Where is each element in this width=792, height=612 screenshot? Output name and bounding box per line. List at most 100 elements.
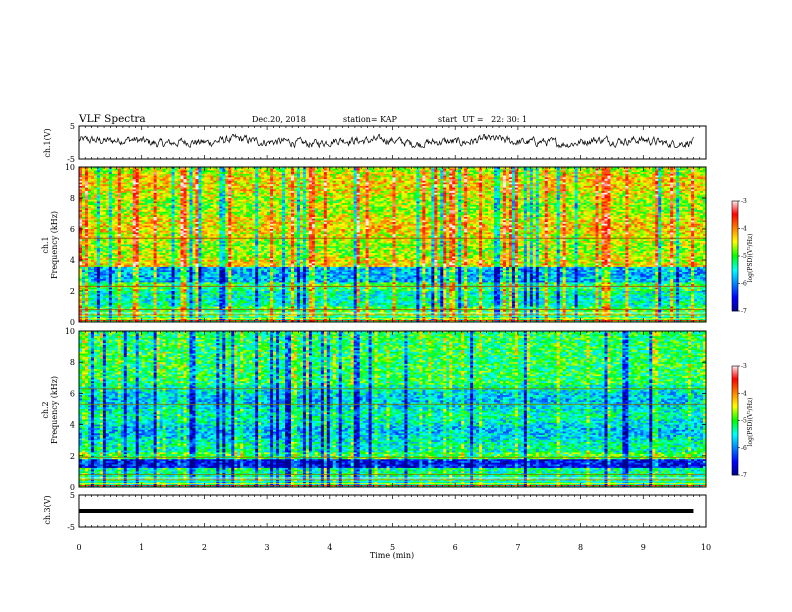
spectrogram-cell (470, 198, 474, 201)
spectrogram-cell (440, 168, 444, 171)
spectrogram-cell (697, 167, 701, 170)
spectrogram-cell (314, 167, 319, 170)
spectrogram-cell (285, 192, 289, 195)
spectrogram-cell (538, 177, 543, 180)
spectrogram-cell (419, 187, 423, 190)
spectrogram-cell (156, 187, 160, 190)
spectrogram-cell (198, 204, 202, 207)
spectrogram-cell (186, 198, 190, 201)
spectrogram-cell (329, 189, 334, 192)
spectrogram-cell (643, 173, 647, 176)
spectrogram-cell (317, 191, 322, 194)
spectrogram-cell (625, 173, 629, 176)
spectrogram-cell (634, 177, 638, 180)
spectrogram-cell (174, 180, 178, 183)
spectrogram-cell (691, 172, 695, 175)
spectrogram-cell (676, 201, 680, 204)
spectrogram-cell (171, 189, 175, 192)
spectrogram-cell (87, 192, 92, 195)
spectrogram-cell (637, 192, 641, 195)
spectrogram-cell (189, 189, 193, 192)
spectrogram-cell (682, 184, 686, 187)
spectrogram-cell (505, 199, 510, 202)
spectrogram-cell (511, 170, 516, 173)
spectrogram-cell (661, 203, 665, 206)
spectrogram-cell (305, 191, 310, 194)
spectrogram-cell (290, 191, 295, 194)
spectrogram-cell (640, 168, 644, 171)
spectrogram-cell (192, 204, 196, 207)
spectrogram-cell (428, 196, 432, 199)
spectrogram-cell (234, 198, 238, 201)
spectrogram-cell (640, 196, 644, 199)
spectrogram-cell (607, 191, 611, 194)
spectrogram-cell (374, 187, 378, 190)
spectrogram-cell (216, 203, 220, 206)
spectrogram-cell (625, 191, 629, 194)
spectrogram-cell (279, 196, 283, 199)
spectrogram-cell (520, 189, 525, 192)
spectrogram-cell (619, 173, 623, 176)
spectrogram-cell (637, 185, 641, 188)
spectrogram-cell (96, 182, 101, 185)
spectrogram-cell (395, 182, 399, 185)
spectrogram-cell (144, 187, 148, 190)
spectrogram-cell (398, 194, 402, 197)
spectrogram-cell (467, 189, 471, 192)
spectrogram-cell (332, 199, 337, 202)
spectrogram-cell (302, 172, 307, 175)
spectrogram-cell (102, 177, 107, 180)
spectrogram-cell (299, 182, 304, 185)
spectrogram-cell (556, 177, 560, 180)
spectrogram-cell (308, 185, 313, 188)
spectrogram-cell (652, 182, 656, 185)
spectrogram-cell (102, 184, 107, 187)
spectrogram-cell (476, 184, 480, 187)
spectrogram-cell (401, 182, 405, 185)
spectrogram-cell (120, 173, 125, 176)
spectrogram-cell (183, 173, 187, 176)
spectrogram-cell (473, 204, 477, 207)
spectrogram-cell (502, 203, 507, 206)
spectrogram-cell (332, 204, 337, 207)
spectrogram-cell (413, 191, 417, 194)
spectrogram-cell (667, 199, 671, 202)
spectrogram-cell (673, 182, 677, 185)
spectrogram-cell (228, 172, 232, 175)
spectrogram-cell (386, 179, 390, 182)
spectrogram-cell (640, 177, 644, 180)
spectrogram-cell (267, 168, 271, 171)
spectrogram-cell (628, 167, 632, 170)
spectrogram-cell (544, 184, 549, 187)
spectrogram-cell (225, 201, 229, 204)
spectrogram-cell (637, 168, 641, 171)
spectrogram-cell (508, 204, 513, 207)
spectrogram-cell (464, 187, 468, 190)
spectrogram-cell (544, 203, 549, 206)
spectrogram-cell (526, 179, 531, 182)
spectrogram-cell (153, 199, 157, 202)
spectrogram-cell (580, 179, 584, 182)
spectrogram-cell (81, 189, 86, 192)
spectrogram-cell (443, 194, 447, 197)
spectrogram-cell (565, 189, 569, 192)
spectrogram-cell (523, 194, 528, 197)
spectrogram-cell (685, 185, 689, 188)
spectrogram-cell (419, 194, 423, 197)
spectrogram-cell (526, 184, 531, 187)
spectrogram-cell (550, 177, 555, 180)
spectrogram-cell (452, 187, 456, 190)
spectrogram-cell (368, 187, 372, 190)
spectrogram-cell (273, 167, 277, 170)
spectrogram-cell (628, 168, 632, 171)
spectrogram-cell (637, 196, 641, 199)
spectrogram-cell (464, 179, 468, 182)
spectrogram-cell (586, 198, 590, 201)
spectrogram-cell (568, 168, 572, 171)
spectrogram-cell (410, 168, 414, 171)
spectrogram-cell (523, 180, 528, 183)
spectrogram-cell (628, 180, 632, 183)
spectrogram-cell (389, 173, 393, 176)
spectrogram-cell (359, 182, 363, 185)
spectrogram-cell (261, 168, 265, 171)
